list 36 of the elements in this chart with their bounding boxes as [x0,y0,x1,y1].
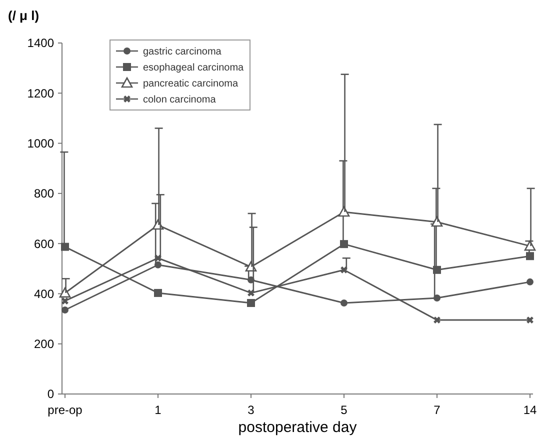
point [248,290,254,296]
x-axis-title: postoperative day [238,419,358,436]
x-tick-label: 1 [154,403,162,417]
point [154,254,162,262]
y-tick-label: 400 [34,286,54,301]
point [62,306,68,314]
point [340,299,348,306]
point [526,252,534,260]
point [61,242,69,251]
y-tick-label: 800 [34,186,54,201]
point [340,240,348,248]
y-tick-label: 1200 [27,86,54,100]
y-tick-label: 1400 [27,36,54,50]
point [247,298,255,307]
x-tick-label: 7 [434,403,441,417]
point [340,266,348,274]
y-tick-label: 200 [34,337,54,352]
legend-label: pancreatic carcinoma [143,78,238,90]
y-tick-label: 600 [34,236,54,251]
point [62,298,68,304]
point [526,278,534,286]
legend-label: colon carcinoma [143,94,216,106]
y-tick-label: 0 [47,387,54,402]
y-axis-title: (/ μ l) [8,8,40,23]
x-tick-label: 14 [523,403,537,417]
point [526,316,534,324]
y-tick-label: 1000 [27,136,54,150]
point [154,288,162,297]
point [434,316,440,324]
legend-label: gastric carcinoma [143,46,222,58]
x-tick-label: 3 [248,403,255,417]
x-tick-label: pre-op [48,403,83,417]
point [433,266,441,274]
x-tick-label: 5 [340,403,348,417]
legend-label: esophageal carcinoma [143,62,244,74]
point [434,294,440,302]
